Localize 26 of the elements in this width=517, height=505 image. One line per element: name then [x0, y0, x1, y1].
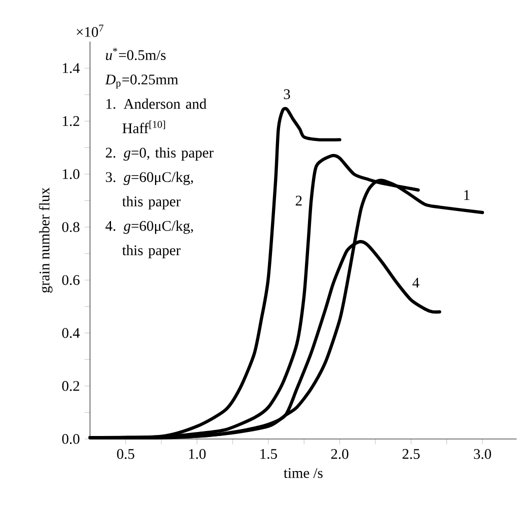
y-tick-label: 1.4: [62, 63, 80, 74]
y-tick-label: 0.2: [62, 381, 80, 391]
y-tick-label: 0.0: [62, 434, 80, 444]
annotation: 4. g=60μC/kg, this paper: [106, 220, 193, 258]
x-axis-title: time /s: [284, 468, 323, 478]
annotation: 2: [296, 196, 302, 206]
x-tick-label: 1.0: [189, 449, 206, 459]
annotation: 3: [284, 89, 290, 100]
y-tick-label: 0.6: [62, 275, 80, 286]
x-tick-label: 2.0: [331, 449, 348, 459]
y-tick-label: 1.2: [62, 116, 80, 126]
x-tick-label: 2.5: [402, 449, 420, 459]
annotation: 1: [464, 190, 470, 200]
x-tick-label: 0.5: [117, 449, 134, 459]
x-tick-label: 1.5: [260, 449, 277, 459]
text: ×10$^{7}$: [76, 24, 104, 37]
y-tick-label: 0.4: [62, 328, 80, 338]
x-tick-label: 3.0: [474, 449, 492, 459]
annotation: D$_{p}$=0.25mm: [105, 74, 178, 89]
annotation: 2. g=0, this paper: [106, 147, 214, 161]
y-tick-label: 1.0: [62, 169, 80, 180]
y-tick-label: 0.8: [62, 222, 80, 232]
annotation: 1. Anderson and Haff$^{[10]}$: [106, 98, 206, 134]
annotation: 4: [412, 278, 420, 288]
annotation: u$^{*}$=0.5m/s: [106, 48, 166, 60]
y-axis-title: grain number flux: [38, 188, 52, 293]
